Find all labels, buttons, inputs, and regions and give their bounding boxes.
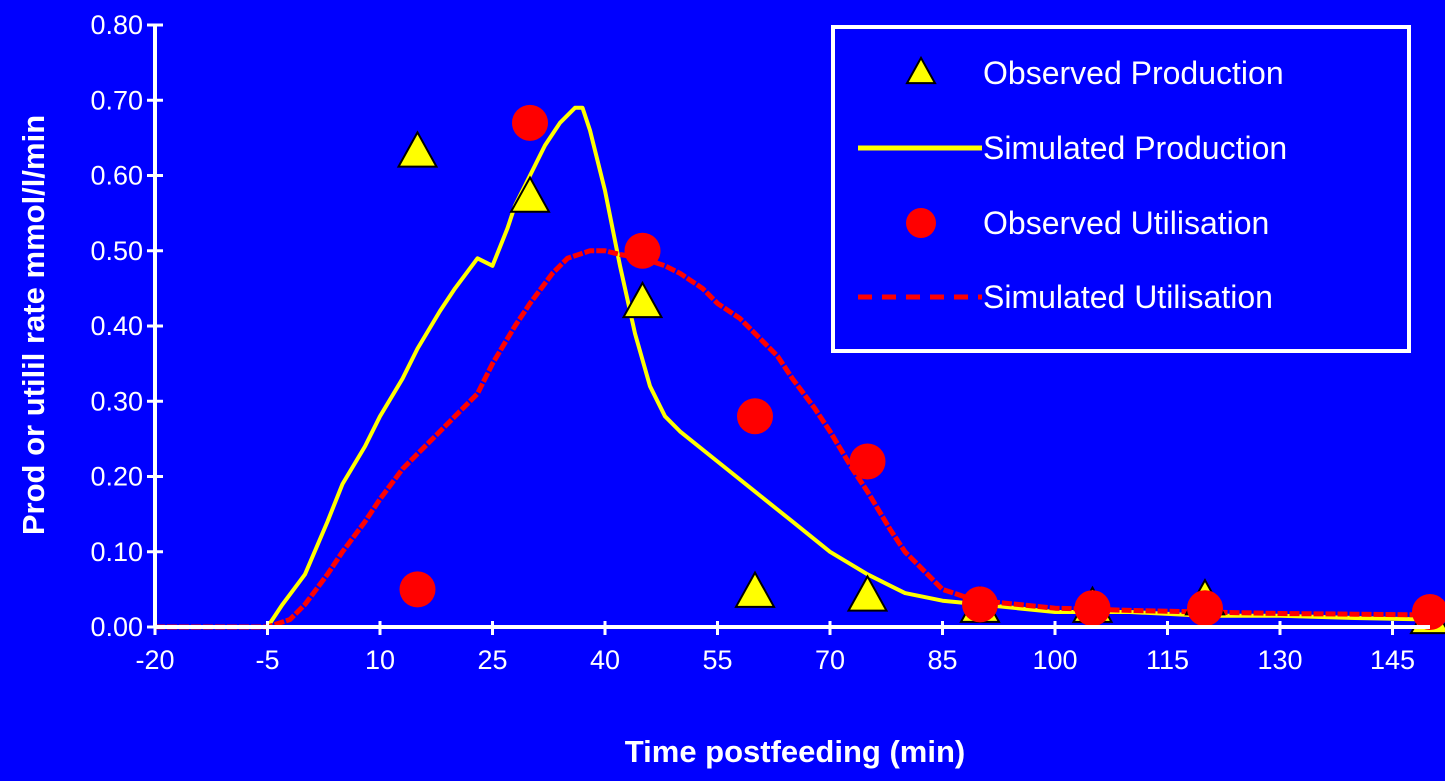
x-tick-label: 25 — [477, 645, 507, 675]
y-tick-label: 0.60 — [90, 161, 143, 191]
x-tick-label: 85 — [927, 645, 957, 675]
observed-production-point — [621, 280, 664, 319]
legend-label: Observed Production — [983, 55, 1284, 91]
observed-utilisation-point — [399, 571, 436, 608]
x-tick-label: 10 — [365, 645, 395, 675]
x-tick-label: 55 — [702, 645, 732, 675]
y-axis-title: Prod or utilil rate mmol/l/min — [16, 115, 51, 535]
y-tick-label: 0.50 — [90, 236, 143, 266]
y-tick-label: 0.10 — [90, 537, 143, 567]
y-tick-label: 0.00 — [90, 612, 143, 642]
observed-utilisation-point — [737, 398, 773, 435]
y-tick-label: 0.80 — [90, 10, 143, 40]
observed-utilisation-point — [1074, 590, 1111, 627]
y-tick-label: 0.30 — [90, 386, 143, 416]
x-tick-label: 70 — [815, 645, 845, 675]
legend-marker-observed-utilisation — [906, 208, 936, 238]
y-tick-label: 0.70 — [90, 85, 143, 115]
observed-production-point — [509, 175, 551, 213]
x-tick-label: 100 — [1032, 645, 1077, 675]
observed-production-point — [846, 574, 889, 612]
axes: 0.00 0.10 0.20 0.30 0.40 0.50 0.60 0.70 0.80 -20 -… — [90, 10, 1430, 675]
y-tick-label: 0.20 — [90, 462, 143, 492]
legend: Observed Production Simulated Production O… — [831, 25, 1411, 353]
observed-utilisation-point — [1187, 590, 1223, 627]
observed-production-point — [734, 570, 776, 608]
observed-utilisation-point — [512, 104, 548, 141]
x-tick-label: 115 — [1146, 645, 1189, 675]
x-tick-label: 130 — [1257, 645, 1302, 675]
x-tick-label: 145 — [1370, 645, 1415, 675]
x-tick-label: 40 — [590, 645, 620, 675]
x-tick-label: -20 — [135, 645, 174, 675]
x-axis-title: Time postfeeding (min) — [625, 734, 965, 769]
legend-marker-observed-production — [905, 55, 937, 85]
legend-label: Simulated Utilisation — [983, 279, 1273, 315]
legend-label: Observed Utilisation — [983, 205, 1269, 241]
legend-label: Simulated Production — [983, 130, 1287, 166]
x-tick-label: -5 — [255, 645, 279, 675]
observed-utilisation-point — [849, 443, 886, 480]
observed-production-point — [396, 130, 439, 168]
observed-utilisation-point — [624, 232, 661, 269]
observed-utilisation-point — [962, 586, 998, 623]
observed-utilisation-point — [1412, 593, 1445, 630]
y-tick-label: 0.40 — [90, 311, 143, 341]
series-markers — [396, 104, 1445, 635]
